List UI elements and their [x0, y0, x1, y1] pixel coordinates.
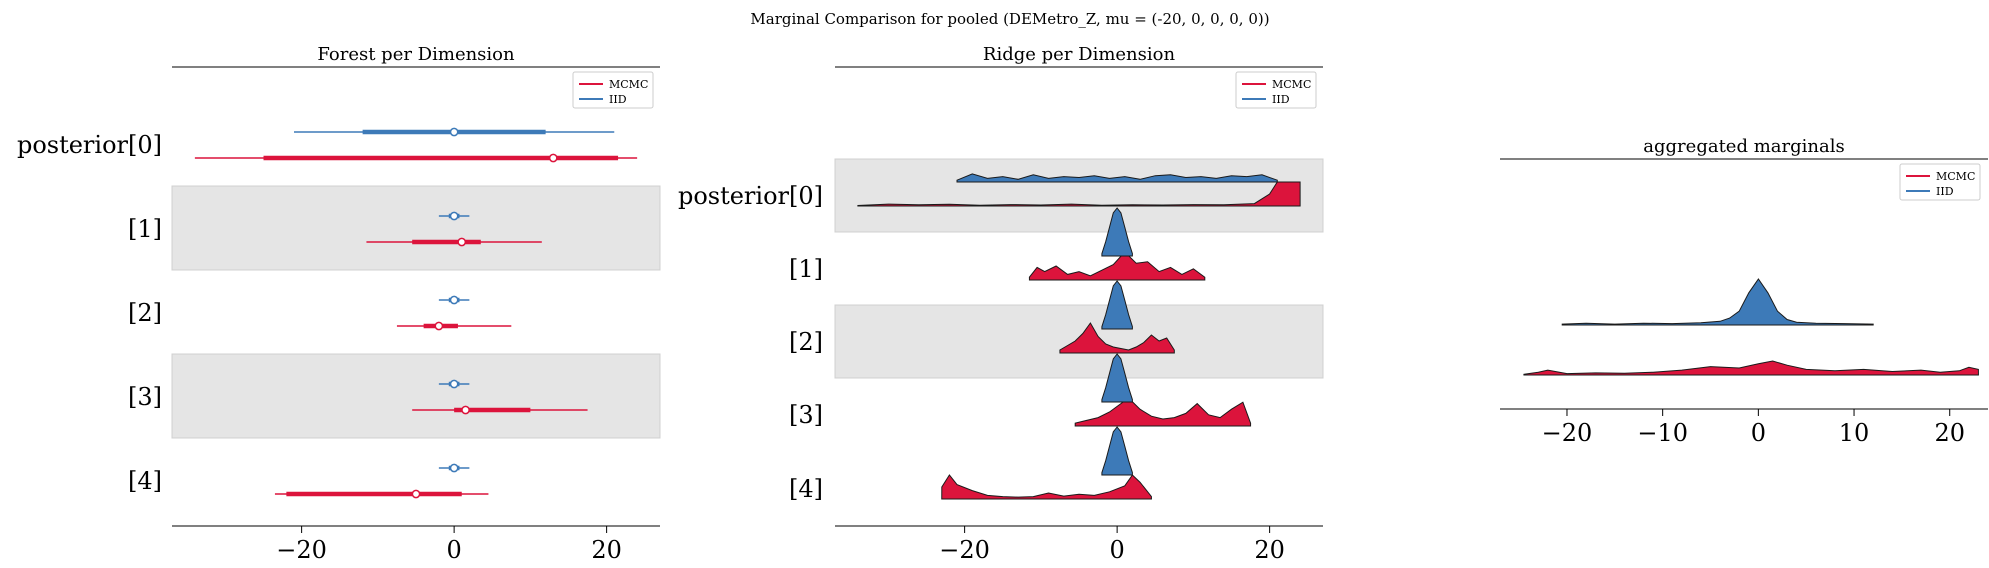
ridge-iid-2 — [1101, 280, 1133, 330]
legend-label-mcmc: MCMC — [609, 78, 648, 91]
median-point-mcmc — [434, 321, 444, 331]
x-tick-label: −20 — [939, 536, 990, 564]
y-tick-label: [1] — [128, 215, 162, 243]
ridge-mcmc-0 — [857, 181, 1301, 207]
median-point-iid — [449, 379, 459, 389]
forest-panel: Forest per Dimension posterior[0] [1] [2] [3… — [17, 44, 661, 564]
x-tick-label: −20 — [276, 536, 327, 564]
ridge-mcmc-4 — [941, 474, 1152, 500]
median-point-iid — [449, 127, 459, 137]
y-tick-label: posterior[0] — [678, 182, 823, 210]
legend-label-iid: IID — [1272, 93, 1290, 106]
y-tick-label: [4] — [789, 475, 823, 503]
x-tick-label: 20 — [591, 536, 622, 564]
ridge-iid-4 — [1101, 426, 1133, 476]
x-tick-label: 10 — [1839, 419, 1870, 447]
y-tick-label: [4] — [128, 467, 162, 495]
ridge-mcmc-1 — [1028, 251, 1206, 281]
row-band — [834, 158, 1324, 233]
row-band — [171, 353, 661, 439]
median-point-mcmc — [411, 489, 421, 499]
panel-title: Ridge per Dimension — [983, 44, 1176, 65]
y-tick-label: [2] — [128, 299, 162, 327]
y-tick-label: [2] — [789, 328, 823, 356]
legend-label-iid: IID — [1936, 185, 1954, 198]
ridge-iid-1 — [1101, 207, 1133, 257]
panel-title: Forest per Dimension — [317, 44, 515, 65]
legend-label-iid: IID — [609, 93, 627, 106]
x-tick-label: 0 — [446, 536, 461, 564]
ridge-panel: Ridge per Dimension posterior[0] [1] [2] [3]… — [678, 44, 1324, 564]
y-tick-label: [3] — [128, 383, 162, 411]
x-tick-label: 0 — [1109, 536, 1124, 564]
figure-suptitle: Marginal Comparison for pooled (DEMetro_… — [750, 10, 1269, 28]
median-point-iid — [449, 211, 459, 221]
ridge-iid-3 — [1101, 353, 1133, 403]
y-tick-label: posterior[0] — [17, 131, 162, 159]
aggregated-panel: aggregated marginals −20 −10 0 10 20 MCMC IID — [1500, 136, 1988, 447]
density-mcmc — [1523, 360, 1979, 376]
median-point-iid — [449, 295, 459, 305]
median-point-iid — [449, 463, 459, 473]
row-band — [171, 185, 661, 271]
ridge-mcmc-2 — [1059, 322, 1175, 354]
density-iid — [1561, 278, 1874, 326]
ridge-mcmc-3 — [1074, 397, 1252, 427]
median-point-mcmc — [548, 153, 558, 163]
legend-label-mcmc: MCMC — [1272, 78, 1311, 91]
y-tick-label: [1] — [789, 255, 823, 283]
x-tick-label: 20 — [1254, 536, 1285, 564]
panel-title: aggregated marginals — [1643, 136, 1844, 157]
x-tick-label: 20 — [1934, 419, 1965, 447]
x-tick-label: −10 — [1637, 419, 1688, 447]
x-tick-label: 0 — [1751, 419, 1766, 447]
legend-label-mcmc: MCMC — [1936, 170, 1975, 183]
y-tick-label: [3] — [789, 401, 823, 429]
ridge-iid-0 — [956, 173, 1278, 183]
median-point-mcmc — [457, 237, 467, 247]
median-point-mcmc — [461, 405, 470, 415]
x-tick-label: −20 — [1542, 419, 1593, 447]
